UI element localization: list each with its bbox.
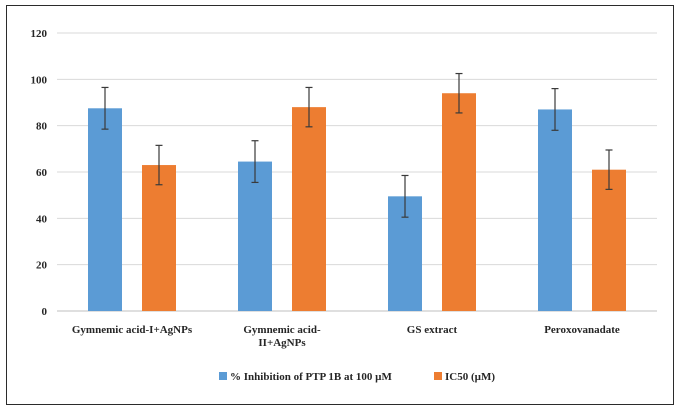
error-bars bbox=[101, 72, 613, 218]
legend-label: IC50 (µM) bbox=[445, 371, 495, 383]
legend-swatch bbox=[219, 372, 227, 380]
legend-swatch bbox=[434, 372, 442, 380]
legend-label: % Inhibition of PTP 1B at 100 µM bbox=[230, 371, 393, 383]
chart-frame: 0 20 40 60 80 100 120 Gymnemic acid-I+AgNPs Gym… bbox=[6, 5, 674, 405]
error-bar-ic50-3 bbox=[605, 149, 613, 190]
x-axis-categories: Gymnemic acid-I+AgNPs Gymnemic acid-II+Ag… bbox=[72, 324, 620, 349]
y-tick-label: 60 bbox=[36, 167, 48, 179]
legend: % Inhibition of PTP 1B at 100 µM IC50 (µM… bbox=[219, 371, 495, 383]
x-category-label: Gymnemic acid-I+AgNPs bbox=[72, 324, 193, 336]
y-tick-label: 20 bbox=[36, 260, 48, 272]
legend-item-inhibition: % Inhibition of PTP 1B at 100 µM bbox=[219, 371, 393, 383]
y-axis-ticks: 0 20 40 60 80 100 120 bbox=[31, 28, 48, 318]
bar-ic50-1 bbox=[292, 107, 326, 311]
error-bar-inhibition-0 bbox=[101, 86, 109, 130]
y-tick-label: 100 bbox=[31, 74, 48, 86]
bar-ic50-3 bbox=[592, 169, 626, 311]
x-category-label: II+AgNPs bbox=[258, 337, 306, 349]
bar-inhibition-1 bbox=[238, 161, 272, 311]
error-bar-inhibition-2 bbox=[401, 174, 409, 218]
y-tick-label: 0 bbox=[42, 306, 48, 318]
bar-ic50-0 bbox=[142, 165, 176, 311]
error-bar-inhibition-3 bbox=[551, 87, 559, 131]
bar-inhibition-0 bbox=[88, 108, 122, 312]
y-tick-label: 120 bbox=[31, 28, 48, 40]
error-bar-ic50-2 bbox=[455, 72, 463, 114]
error-bar-ic50-0 bbox=[155, 144, 163, 186]
bar-inhibition-3 bbox=[538, 109, 572, 311]
y-tick-label: 40 bbox=[36, 213, 48, 225]
legend-item-ic50: IC50 (µM) bbox=[434, 371, 495, 383]
bar-ic50-2 bbox=[442, 93, 476, 311]
x-category-label: Gymnemic acid- bbox=[243, 324, 321, 336]
x-category-label: GS extract bbox=[407, 324, 458, 336]
bars bbox=[88, 93, 626, 312]
error-bar-ic50-1 bbox=[305, 86, 313, 128]
x-category-label: Peroxovanadate bbox=[544, 324, 620, 336]
error-bar-inhibition-1 bbox=[251, 140, 259, 184]
y-tick-label: 80 bbox=[36, 121, 48, 133]
